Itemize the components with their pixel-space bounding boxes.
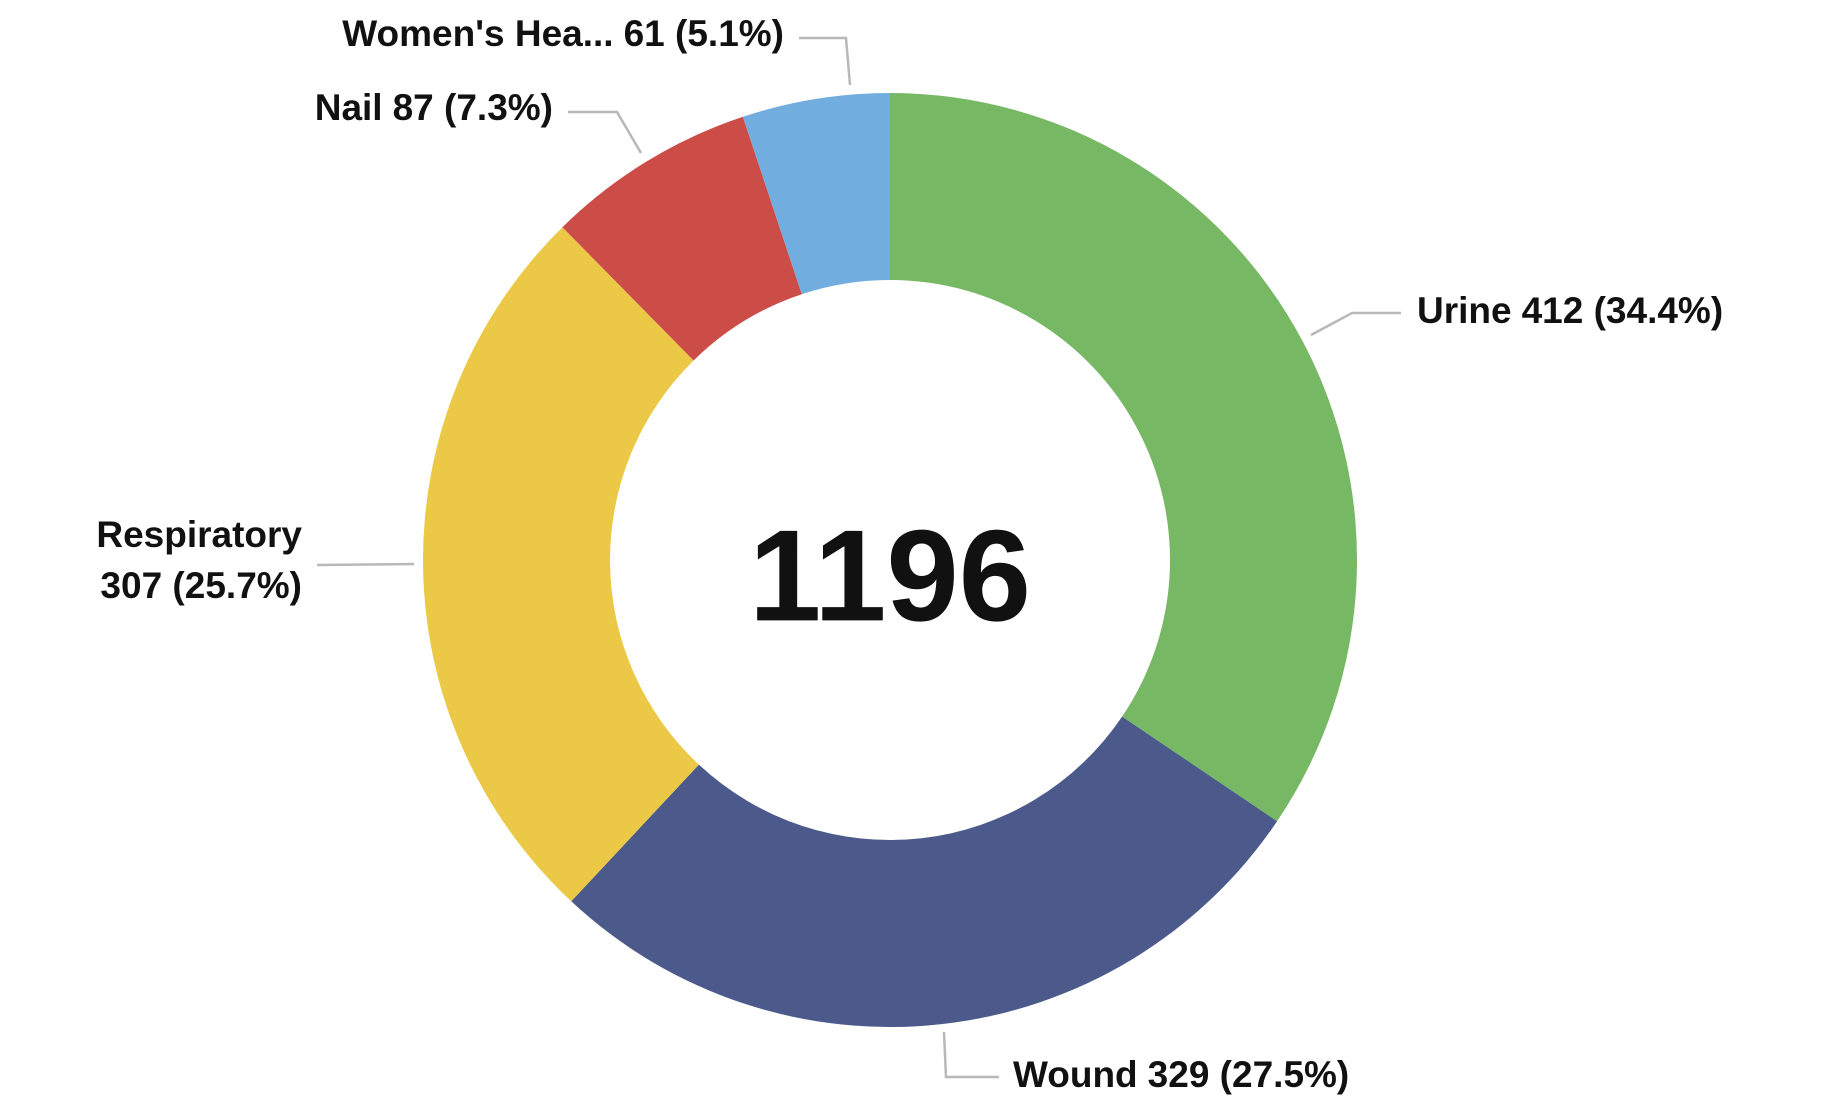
donut-segment xyxy=(742,93,890,295)
slice-label: Respiratory 307 (25.7%) xyxy=(96,514,302,606)
slice-label: Urine 412 (34.4%) xyxy=(1417,290,1723,331)
label-value: 61 (5.1%) xyxy=(624,13,784,54)
leader-line xyxy=(942,1031,999,1079)
slice-label: Women's Hea... 61 (5.1%) xyxy=(342,13,784,54)
leader-line xyxy=(316,562,415,567)
leader-line xyxy=(1310,311,1401,337)
label-category: Respiratory xyxy=(96,514,302,555)
label-value: 307 (25.7%) xyxy=(100,565,302,606)
donut-segment xyxy=(562,116,802,361)
leader-line xyxy=(568,110,643,154)
slice-label: Wound 329 (27.5%) xyxy=(1013,1054,1349,1095)
leader-line xyxy=(799,36,852,86)
donut-segment xyxy=(571,716,1278,1027)
label-category: Wound xyxy=(1013,1054,1138,1095)
label-category: Nail xyxy=(315,87,383,128)
label-value: 412 (34.4%) xyxy=(1522,290,1724,331)
slice-label: Nail 87 (7.3%) xyxy=(315,87,553,128)
donut-segment xyxy=(890,93,1357,822)
label-category: Urine xyxy=(1417,290,1512,331)
center-total: 1196 xyxy=(749,502,1031,648)
label-value: 329 (27.5%) xyxy=(1148,1054,1350,1095)
donut-segment xyxy=(422,227,699,902)
label-value: 87 (7.3%) xyxy=(393,87,553,128)
label-category: Women's Hea... xyxy=(342,13,613,54)
